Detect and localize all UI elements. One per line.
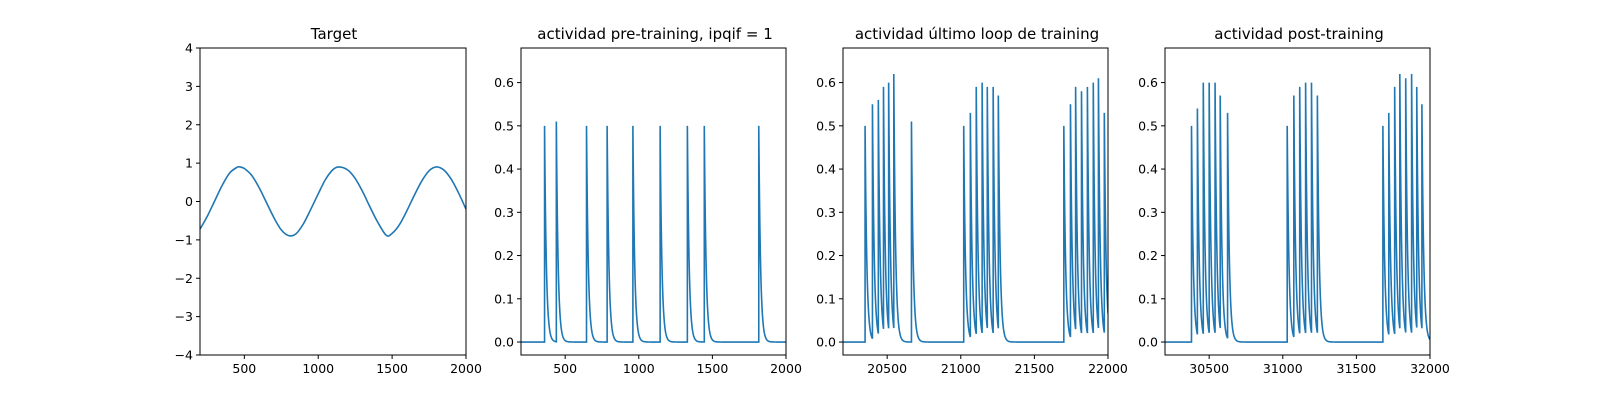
y-tick-label-target: 2	[185, 117, 193, 132]
y-tick-label-target: 1	[185, 156, 193, 171]
y-tick-label-post-training: 0.6	[1138, 75, 1158, 90]
x-tick-label-pre-training: 2000	[770, 361, 802, 376]
plot-area-post-training: 30500 31000 31500 32000 0.0 0.1 0.2 0.3 0.4 0.5 0.…	[1138, 47, 1450, 376]
axes-frame-last-loop-training	[842, 47, 1109, 356]
y-tick-label-last-loop-training: 0.2	[816, 248, 836, 263]
y-tick-label-last-loop-training: 0.0	[816, 335, 836, 350]
y-tick-label-post-training: 0.3	[1138, 205, 1158, 220]
y-tick-label-last-loop-training: 0.4	[816, 162, 836, 177]
x-tick-label-target: 2000	[450, 361, 482, 376]
x-tick-label-last-loop-training: 20500	[867, 361, 907, 376]
subplot-title-post-training: actividad post-training	[1214, 25, 1383, 43]
plot-area-target: 500 1000 1500 2000 −4 −3 −2 −1 0 1 2 3 4	[175, 41, 482, 377]
x-tick-label-post-training: 31500	[1337, 361, 1377, 376]
y-tick-label-last-loop-training: 0.3	[816, 205, 836, 220]
y-tick-label-post-training: 0.4	[1138, 162, 1158, 177]
y-tick-label-post-training: 0.0	[1138, 335, 1158, 350]
y-tick-label-target: 3	[185, 79, 193, 94]
y-tick-label-post-training: 0.2	[1138, 248, 1158, 263]
subplot-pre-training: actividad pre-training, ipqif = 1 500 100…	[494, 25, 802, 376]
plot-area-pre-training: 500 1000 1500 2000 0.0 0.1 0.2 0.3 0.4 0.5 0.6	[494, 47, 802, 376]
series-line-pre-training	[521, 121, 786, 343]
x-tick-label-post-training: 31000	[1263, 361, 1303, 376]
y-tick-label-last-loop-training: 0.6	[816, 75, 836, 90]
x-tick-label-post-training: 32000	[1410, 361, 1450, 376]
y-tick-label-target: −2	[175, 271, 193, 286]
y-tick-label-target: −1	[175, 232, 193, 247]
axes-frame-post-training	[1164, 47, 1431, 356]
x-tick-label-last-loop-training: 21500	[1015, 361, 1055, 376]
x-tick-label-target: 1500	[376, 361, 408, 376]
y-tick-label-pre-training: 0.0	[494, 335, 514, 350]
x-tick-label-last-loop-training: 21000	[941, 361, 981, 376]
y-tick-label-last-loop-training: 0.5	[816, 118, 836, 133]
subplot-title-target: Target	[310, 25, 358, 43]
series-line-last-loop-training	[843, 73, 1108, 343]
y-tick-label-pre-training: 0.3	[494, 205, 514, 220]
y-tick-label-pre-training: 0.6	[494, 75, 514, 90]
x-tick-label-last-loop-training: 22000	[1088, 361, 1128, 376]
series-line-post-training	[1165, 73, 1430, 343]
x-tick-label-post-training: 30500	[1189, 361, 1229, 376]
plot-area-last-loop-training: 20500 21000 21500 22000 0.0 0.1 0.2 0.3 0.4 0.5 0.…	[816, 47, 1128, 376]
y-tick-label-target: 4	[185, 41, 193, 56]
subplot-post-training: actividad post-training 30500 31000 31500 3…	[1138, 25, 1450, 376]
subplot-target: Target 500 1000 1500 2000 −4 −3 −2 −1 0 1 2 3 4	[175, 25, 482, 376]
axes-frame-pre-training	[520, 47, 787, 356]
x-tick-label-pre-training: 1000	[623, 361, 655, 376]
y-tick-label-target: 0	[185, 194, 193, 209]
series-line-target	[200, 165, 466, 237]
y-tick-label-pre-training: 0.1	[494, 291, 514, 306]
x-tick-label-target: 1000	[302, 361, 334, 376]
y-tick-label-post-training: 0.5	[1138, 118, 1158, 133]
subplot-last-loop-training: actividad último loop de training 20500 2…	[816, 25, 1128, 376]
y-tick-label-pre-training: 0.4	[494, 162, 514, 177]
y-tick-label-pre-training: 0.2	[494, 248, 514, 263]
subplot-title-pre-training: actividad pre-training, ipqif = 1	[537, 25, 773, 43]
y-tick-label-target: −3	[175, 309, 193, 324]
subplot-title-last-loop-training: actividad último loop de training	[855, 25, 1099, 43]
y-tick-label-post-training: 0.1	[1138, 291, 1158, 306]
x-tick-label-pre-training: 1500	[696, 361, 728, 376]
y-tick-label-last-loop-training: 0.1	[816, 291, 836, 306]
x-tick-label-target: 500	[232, 361, 256, 376]
y-tick-label-pre-training: 0.5	[494, 118, 514, 133]
y-tick-label-target: −4	[175, 348, 193, 363]
x-tick-label-pre-training: 500	[553, 361, 577, 376]
